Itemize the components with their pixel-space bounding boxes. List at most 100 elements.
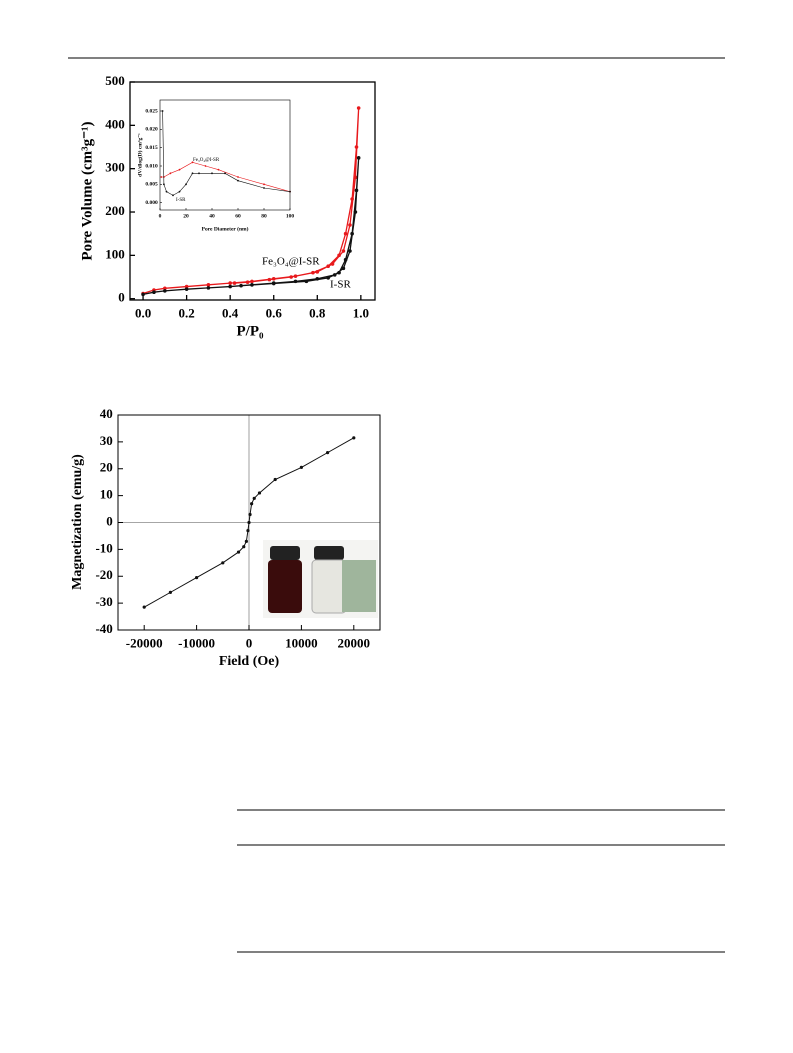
data-point (239, 283, 243, 288)
data-point (354, 145, 359, 149)
data-point (161, 110, 164, 112)
y-tick-label: -10 (95, 540, 112, 555)
y-tick-label: 0.025 (145, 108, 158, 114)
x-tick-label: 100 (286, 213, 295, 219)
data-point (185, 183, 187, 186)
x-tick-label: 0 (246, 635, 253, 650)
data-point (221, 561, 225, 565)
data-point (246, 528, 250, 533)
x-tick-label: -10000 (178, 635, 215, 650)
y-tick-label: 0 (106, 513, 113, 528)
data-point (198, 172, 200, 175)
vial (311, 559, 347, 614)
y-tick-label: 20 (100, 460, 113, 475)
data-point (217, 168, 220, 171)
data-point (228, 281, 232, 285)
data-point (178, 190, 181, 193)
data-point (273, 477, 277, 482)
chart: 0 20 40 60 80 100 0.000 0.005 0.010 0.015 0.020 0.0… (136, 99, 295, 232)
data-point (191, 161, 194, 164)
y-tick-label: 40 (100, 406, 113, 421)
data-point (311, 270, 315, 275)
data-point (169, 172, 172, 175)
vial-cap (270, 546, 300, 560)
data-point (354, 188, 359, 193)
y-tick-label: 300 (105, 160, 125, 175)
plot-frame (129, 81, 376, 301)
data-point (271, 281, 276, 286)
data-point (315, 276, 320, 281)
data-point (293, 274, 298, 278)
data-point (245, 280, 250, 285)
data-point (195, 575, 199, 580)
inset-bg (160, 100, 290, 210)
data-point (348, 249, 352, 253)
x-axis-label: P/P₀ (237, 323, 264, 339)
data-point (206, 286, 211, 290)
data-point (204, 165, 207, 167)
data-point (356, 106, 361, 110)
data-point (343, 231, 348, 236)
y-axis-label: Pore Volume (cm³g⁻¹) (79, 121, 95, 260)
data-point (236, 550, 241, 554)
data-point (257, 491, 262, 495)
data-point (184, 284, 189, 289)
data-point (315, 270, 320, 274)
chart: 0.0 0.2 0.4 0.6 0.8 1.00100200300400500P/P₀Po… (79, 73, 376, 339)
y-tick-label: 0 (118, 290, 125, 305)
data-point (304, 279, 309, 284)
y-tick-label: 0.005 (145, 182, 158, 188)
x-tick-label: -20000 (126, 635, 163, 650)
data-point (165, 190, 168, 193)
data-point (332, 273, 337, 277)
y-tick-label: 0.000 (145, 200, 158, 206)
data-point (163, 286, 167, 291)
x-tick-label: 20 (183, 213, 189, 219)
data-point (289, 190, 291, 193)
data-point (299, 465, 303, 470)
data-point (184, 287, 189, 291)
x-tick-label: 1.0 (353, 305, 369, 320)
data-point (163, 183, 165, 186)
data-point (341, 249, 346, 253)
x-tick-label: 60 (235, 213, 241, 219)
magnet (342, 560, 376, 612)
data-point (191, 172, 194, 175)
data-point (293, 279, 298, 284)
data-point (337, 270, 341, 275)
data-point (242, 545, 246, 549)
data-point (250, 279, 254, 284)
data-point (178, 168, 181, 171)
data-point (263, 187, 265, 189)
y-tick-label: 10 (100, 487, 113, 502)
data-point (326, 276, 330, 280)
data-point (271, 276, 276, 281)
data-point (326, 264, 330, 268)
x-tick-label: 20000 (338, 635, 371, 650)
data-point (330, 262, 335, 266)
data-point (237, 176, 239, 178)
data-point (163, 289, 167, 293)
data-point (353, 210, 358, 214)
y-tick-label: 200 (105, 203, 125, 218)
x-axis-label: Pore Diameter (nm) (202, 225, 249, 232)
y-tick-label: 0.020 (145, 127, 158, 133)
data-point (160, 176, 163, 178)
data-point (250, 283, 254, 287)
data-point (228, 284, 232, 289)
y-tick-label: -40 (95, 621, 112, 636)
data-point (247, 520, 251, 525)
x-axis-label: Field (Oe) (219, 654, 280, 669)
data-point (232, 281, 237, 285)
series-label: Fe₃O₄@I-SR (262, 256, 320, 268)
data-point (250, 502, 254, 506)
series-label: Fe₃O₄@I-SR (193, 158, 220, 163)
data-point (263, 183, 265, 186)
data-point (142, 605, 146, 609)
data-point (353, 175, 358, 180)
y-tick-label: -20 (95, 567, 112, 582)
y-tick-label: 0.015 (145, 145, 158, 151)
data-point (237, 179, 239, 182)
data-point (206, 283, 211, 287)
